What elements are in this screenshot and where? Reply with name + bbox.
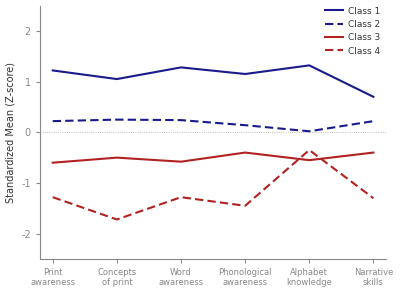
Y-axis label: Standardized Mean (Z-score): Standardized Mean (Z-score) (6, 62, 16, 203)
Legend: Class 1, Class 2, Class 3, Class 4: Class 1, Class 2, Class 3, Class 4 (323, 5, 382, 57)
